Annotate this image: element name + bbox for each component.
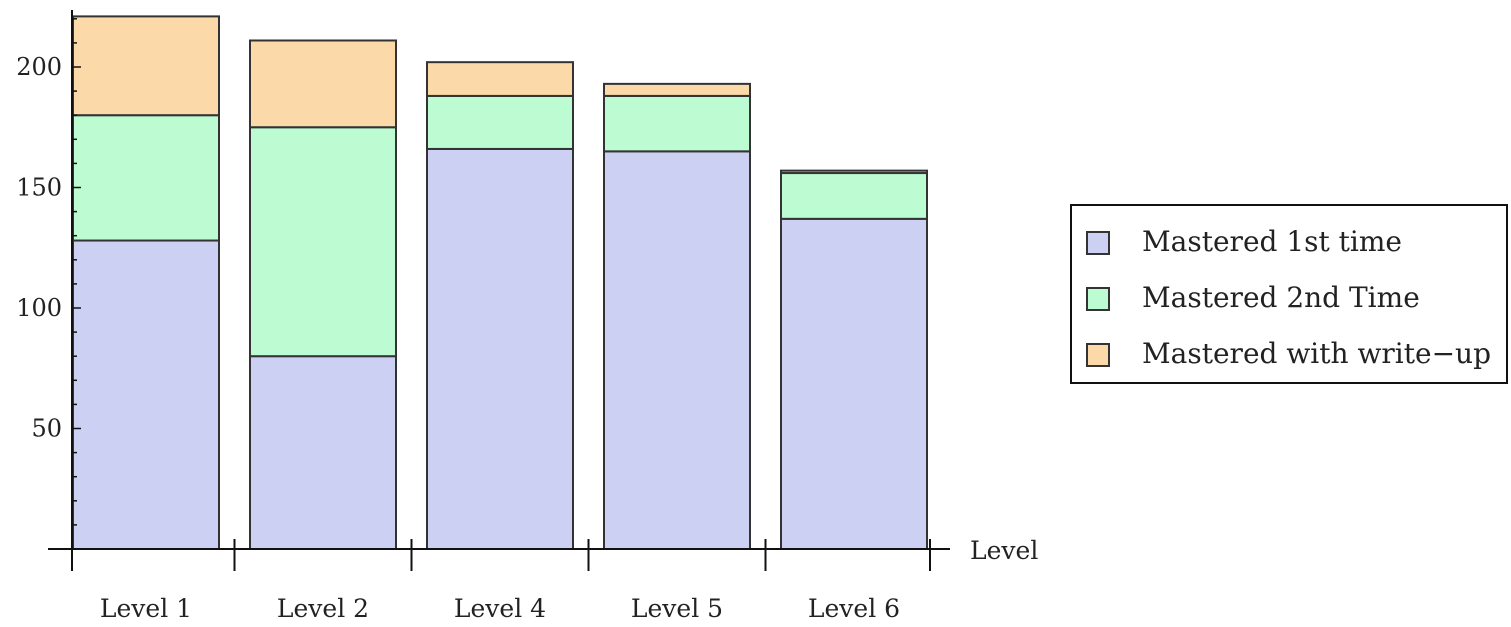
y-tick-label: 50 [31, 415, 62, 443]
y-tick-label: 150 [16, 174, 62, 202]
bar-segment-2-level-2 [249, 126, 397, 358]
x-category-label: Level 1 [100, 594, 192, 623]
bar-segment-1-level-5 [603, 150, 751, 550]
x-category-label: Level 6 [808, 594, 900, 623]
bar-segment-2-level-4 [426, 94, 574, 150]
bar-segment-2-level-5 [603, 94, 751, 153]
legend-swatch [1086, 287, 1110, 311]
bars-group [72, 15, 928, 551]
legend-label: Mastered with write−up [1142, 337, 1491, 370]
bar-segment-3-level-5 [603, 82, 751, 97]
bar-segment-2-level-1 [72, 114, 220, 242]
bar-segment-3-level-6 [780, 169, 928, 175]
bar-segment-1-level-1 [72, 239, 220, 551]
x-axis-title: Level [970, 536, 1038, 565]
y-tick-label: 100 [16, 294, 62, 322]
legend-frame [1070, 204, 1508, 384]
bar-segment-2-level-6 [780, 172, 928, 220]
x-category-label: Level 5 [631, 594, 723, 623]
bar-segment-1-level-2 [249, 355, 397, 551]
bar-segment-1-level-6 [780, 217, 928, 551]
legend-swatch [1086, 343, 1110, 367]
legend-label: Mastered 2nd Time [1142, 281, 1420, 314]
bar-segment-3-level-2 [249, 39, 397, 129]
legend-label: Mastered 1st time [1142, 225, 1402, 258]
bar-segment-3-level-1 [72, 15, 220, 117]
bar-segment-3-level-4 [426, 61, 574, 97]
x-category-label: Level 4 [454, 594, 546, 623]
x-category-label: Level 2 [277, 594, 369, 623]
axes-group: 50 100 150 200 Level 1 Level 2 Level 4 Level 5 L… [16, 10, 1038, 623]
legend-swatch [1086, 231, 1110, 255]
legend: Mastered 1st time Mastered 2nd Time Master… [1070, 204, 1508, 384]
y-tick-label: 200 [16, 53, 62, 81]
bar-segment-1-level-4 [426, 147, 574, 550]
